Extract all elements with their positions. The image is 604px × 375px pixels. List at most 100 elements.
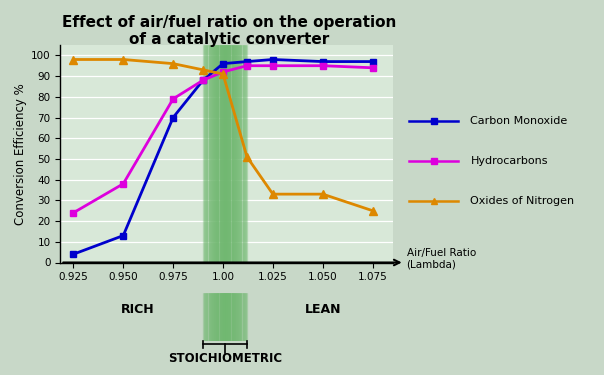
- Text: STOICHIOMETRIC: STOICHIOMETRIC: [168, 352, 282, 364]
- Hydrocarbons: [170, 97, 177, 101]
- Bar: [214, 292, 215, 341]
- Bar: [237, 45, 238, 262]
- Bar: [220, 45, 222, 262]
- Oxides of Nitrogen: [369, 209, 376, 213]
- Y-axis label: Conversion Efficiency %: Conversion Efficiency %: [14, 83, 27, 225]
- Bar: [223, 45, 224, 262]
- Text: Carbon Monoxide: Carbon Monoxide: [471, 116, 568, 126]
- Carbon Monoxide: [170, 115, 177, 120]
- Bar: [226, 45, 227, 262]
- Bar: [237, 292, 238, 341]
- Bar: [205, 292, 207, 341]
- Bar: [213, 45, 214, 262]
- Oxides of Nitrogen: [170, 62, 177, 66]
- Bar: [234, 45, 235, 262]
- Bar: [227, 292, 228, 341]
- Bar: [231, 45, 233, 262]
- Bar: [243, 292, 245, 341]
- Text: RICH: RICH: [120, 303, 154, 316]
- Text: Oxides of Nitrogen: Oxides of Nitrogen: [471, 196, 574, 206]
- Bar: [212, 45, 213, 262]
- Bar: [246, 292, 247, 341]
- Oxides of Nitrogen: [243, 154, 251, 159]
- Carbon Monoxide: [369, 59, 376, 64]
- Bar: [239, 45, 240, 262]
- Bar: [231, 292, 233, 341]
- Bar: [210, 292, 211, 341]
- Hydrocarbons: [269, 63, 277, 68]
- Bar: [233, 45, 234, 262]
- Bar: [222, 45, 223, 262]
- Carbon Monoxide: [120, 233, 127, 238]
- Carbon Monoxide: [269, 57, 277, 62]
- Bar: [220, 292, 222, 341]
- Bar: [243, 45, 245, 262]
- Bar: [214, 45, 215, 262]
- Oxides of Nitrogen: [120, 57, 127, 62]
- Oxides of Nitrogen: [269, 192, 277, 196]
- Bar: [239, 292, 240, 341]
- Bar: [213, 292, 214, 341]
- Oxides of Nitrogen: [199, 68, 207, 72]
- Bar: [203, 292, 204, 341]
- Text: LEAN: LEAN: [304, 303, 341, 316]
- Bar: [212, 292, 213, 341]
- Bar: [233, 292, 234, 341]
- Bar: [215, 45, 216, 262]
- Bar: [238, 45, 239, 262]
- Hydrocarbons: [243, 63, 251, 68]
- Line: Oxides of Nitrogen: Oxides of Nitrogen: [69, 56, 377, 215]
- Hydrocarbons: [219, 70, 226, 74]
- Bar: [235, 45, 236, 262]
- Bar: [240, 292, 242, 341]
- Bar: [225, 292, 226, 341]
- Carbon Monoxide: [69, 252, 77, 257]
- Bar: [224, 292, 225, 341]
- Bar: [236, 45, 237, 262]
- Bar: [205, 45, 207, 262]
- Text: Air/Fuel Ratio
(Lambda): Air/Fuel Ratio (Lambda): [406, 248, 476, 269]
- Bar: [240, 45, 242, 262]
- Bar: [230, 45, 231, 262]
- Line: Hydrocarbons: Hydrocarbons: [70, 62, 376, 216]
- Bar: [238, 292, 239, 341]
- Text: Effect of air/fuel ratio on the operation
of a catalytic converter: Effect of air/fuel ratio on the operatio…: [62, 15, 397, 47]
- Bar: [242, 292, 243, 341]
- Bar: [215, 292, 216, 341]
- Carbon Monoxide: [243, 59, 251, 64]
- Bar: [216, 45, 217, 262]
- Bar: [228, 45, 230, 262]
- Bar: [208, 45, 210, 262]
- Bar: [245, 292, 246, 341]
- Oxides of Nitrogen: [219, 72, 226, 76]
- Bar: [210, 45, 211, 262]
- Bar: [246, 45, 247, 262]
- Carbon Monoxide: [219, 62, 226, 66]
- Hydrocarbons: [120, 182, 127, 186]
- Hydrocarbons: [369, 66, 376, 70]
- Bar: [245, 45, 246, 262]
- Bar: [207, 292, 208, 341]
- Oxides of Nitrogen: [69, 57, 77, 62]
- Bar: [208, 292, 210, 341]
- Bar: [217, 292, 219, 341]
- Bar: [211, 45, 212, 262]
- Bar: [224, 45, 225, 262]
- Bar: [235, 292, 236, 341]
- Bar: [219, 292, 220, 341]
- Bar: [225, 45, 226, 262]
- Hydrocarbons: [319, 63, 326, 68]
- Bar: [226, 292, 227, 341]
- Oxides of Nitrogen: [319, 192, 326, 196]
- Bar: [219, 45, 220, 262]
- Bar: [222, 292, 223, 341]
- Bar: [203, 45, 204, 262]
- Bar: [217, 45, 219, 262]
- Bar: [230, 292, 231, 341]
- Bar: [223, 292, 224, 341]
- Bar: [228, 292, 230, 341]
- Bar: [236, 292, 237, 341]
- Bar: [207, 45, 208, 262]
- Text: Hydrocarbons: Hydrocarbons: [471, 156, 548, 166]
- Bar: [216, 292, 217, 341]
